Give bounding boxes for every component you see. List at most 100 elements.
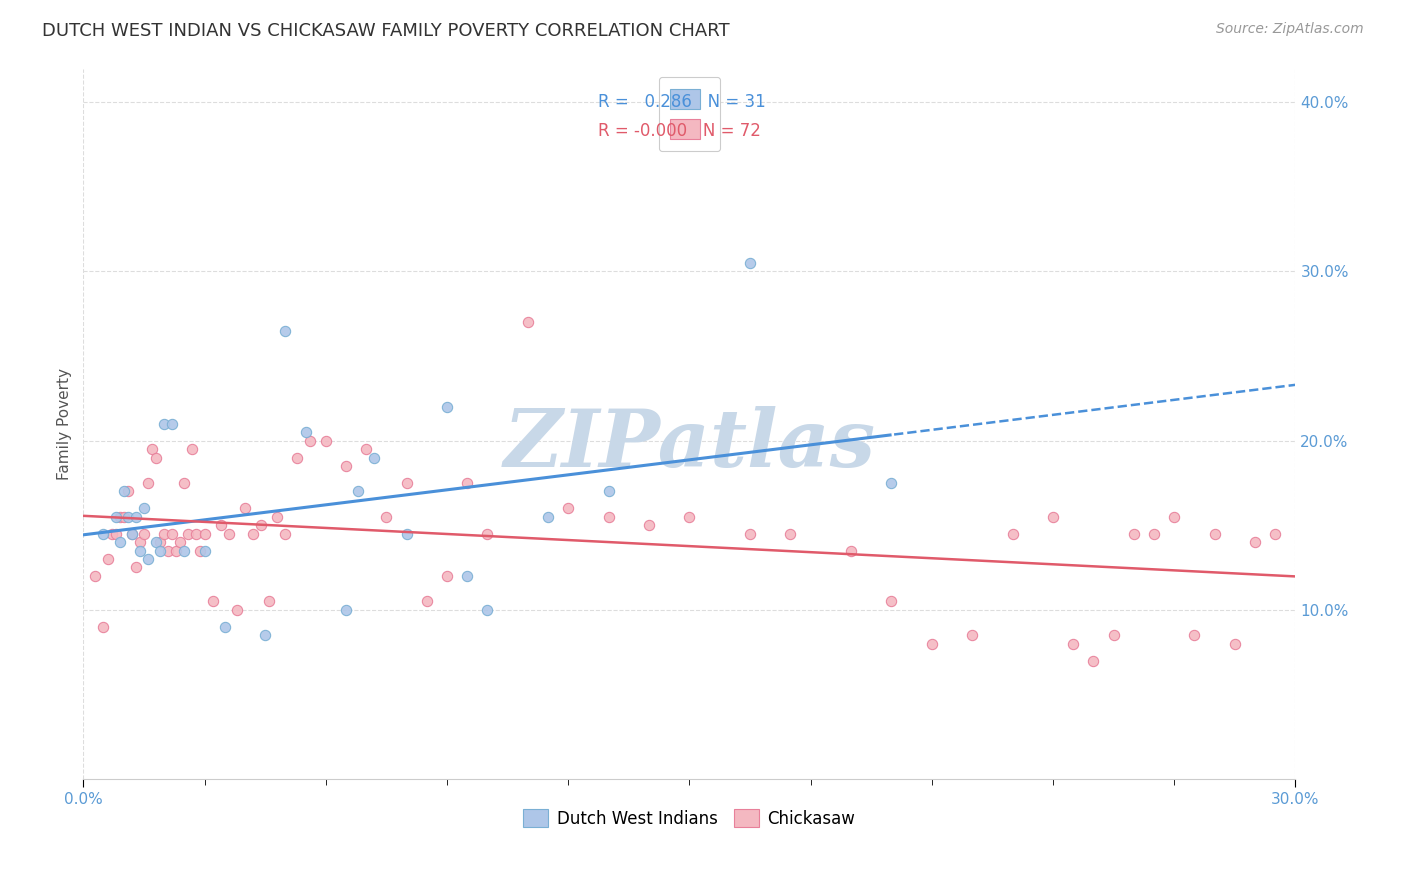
Point	[1143, 526, 1166, 541]
Point	[779, 526, 801, 541]
Point	[177, 526, 200, 541]
Point	[242, 526, 264, 541]
Point	[516, 315, 538, 329]
Point	[678, 509, 700, 524]
Point	[1184, 628, 1206, 642]
Point	[254, 628, 277, 642]
Point	[132, 501, 155, 516]
Text: Source: ZipAtlas.com: Source: ZipAtlas.com	[1216, 22, 1364, 37]
Point	[117, 509, 139, 524]
Point	[354, 442, 377, 456]
Text: R =   0.286   N = 31: R = 0.286 N = 31	[599, 94, 766, 112]
Point	[1102, 628, 1125, 642]
Point	[100, 526, 122, 541]
Point	[141, 442, 163, 456]
Legend: Dutch West Indians, Chickasaw: Dutch West Indians, Chickasaw	[516, 803, 862, 835]
Point	[880, 475, 903, 490]
Point	[298, 434, 321, 448]
Point	[93, 620, 115, 634]
Point	[233, 501, 256, 516]
Point	[537, 509, 560, 524]
Point	[335, 458, 357, 473]
Point	[363, 450, 385, 465]
Point	[347, 484, 370, 499]
Point	[186, 526, 208, 541]
Point	[104, 509, 127, 524]
Point	[136, 552, 159, 566]
Point	[136, 475, 159, 490]
Point	[1163, 509, 1185, 524]
Point	[395, 475, 418, 490]
Point	[117, 484, 139, 499]
Point	[375, 509, 398, 524]
Point	[477, 526, 499, 541]
Point	[165, 543, 187, 558]
Point	[287, 450, 309, 465]
Point	[960, 628, 983, 642]
Point	[1244, 535, 1267, 549]
Point	[84, 569, 107, 583]
Point	[193, 526, 215, 541]
Point	[93, 526, 115, 541]
Point	[598, 509, 620, 524]
Point	[153, 526, 176, 541]
Point	[108, 535, 131, 549]
Point	[1062, 637, 1084, 651]
Point	[169, 535, 191, 549]
Point	[173, 475, 195, 490]
Point	[225, 603, 247, 617]
Point	[108, 509, 131, 524]
Point	[456, 475, 478, 490]
Point	[128, 535, 150, 549]
Point	[598, 484, 620, 499]
Point	[132, 526, 155, 541]
Point	[738, 256, 761, 270]
Point	[218, 526, 240, 541]
Point	[274, 324, 297, 338]
Point	[1001, 526, 1024, 541]
Point	[160, 417, 183, 431]
Point	[112, 484, 135, 499]
Point	[145, 450, 167, 465]
Point	[880, 594, 903, 608]
Y-axis label: Family Poverty: Family Poverty	[58, 368, 72, 480]
Point	[477, 603, 499, 617]
Point	[125, 560, 148, 574]
Point	[125, 509, 148, 524]
Point	[456, 569, 478, 583]
Point	[921, 637, 943, 651]
Point	[128, 543, 150, 558]
Point	[1122, 526, 1144, 541]
Point	[738, 526, 761, 541]
Point	[96, 552, 118, 566]
Point	[104, 526, 127, 541]
Point	[173, 543, 195, 558]
Text: ZIPatlas: ZIPatlas	[503, 406, 876, 483]
Point	[436, 400, 458, 414]
Point	[214, 620, 236, 634]
Point	[112, 509, 135, 524]
Point	[395, 526, 418, 541]
Point	[149, 543, 172, 558]
Point	[335, 603, 357, 617]
Point	[153, 417, 176, 431]
Point	[436, 569, 458, 583]
Point	[257, 594, 280, 608]
Point	[1223, 637, 1246, 651]
Point	[201, 594, 224, 608]
Point	[193, 543, 215, 558]
Point	[160, 526, 183, 541]
Point	[121, 526, 143, 541]
Point	[315, 434, 337, 448]
Point	[145, 535, 167, 549]
Point	[638, 518, 661, 533]
Point	[1083, 653, 1105, 667]
Point	[149, 535, 172, 549]
Text: R = -0.000   N = 72: R = -0.000 N = 72	[599, 122, 761, 140]
Point	[1042, 509, 1064, 524]
Point	[157, 543, 180, 558]
Point	[250, 518, 273, 533]
Point	[266, 509, 288, 524]
Point	[121, 526, 143, 541]
Point	[190, 543, 212, 558]
